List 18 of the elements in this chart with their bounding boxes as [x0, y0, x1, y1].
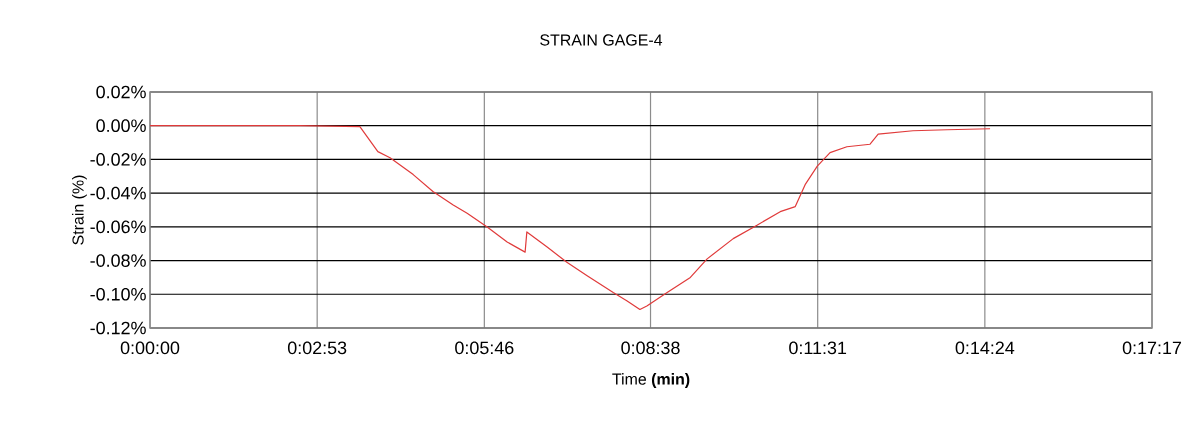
- y-tick-label: -0.10%: [90, 287, 146, 301]
- x-tick-label: 0:14:24: [955, 341, 1015, 355]
- y-tick-label: -0.08%: [90, 254, 146, 267]
- x-tick-label: 0:00:00: [120, 341, 180, 355]
- y-tick-label: -0.02%: [90, 153, 146, 166]
- y-tick-label: 0.00%: [96, 119, 146, 133]
- x-tick-label: 0:17:17: [1122, 341, 1182, 355]
- y-axis-title: Strain (%): [71, 175, 87, 245]
- y-tick-label: -0.12%: [90, 321, 146, 335]
- chart-title: STRAIN GAGE-4: [540, 34, 663, 46]
- x-tick-label: 0:08:38: [621, 341, 680, 355]
- x-axis-title: Time (min): [612, 373, 690, 388]
- x-tick-label: 0:05:46: [455, 341, 514, 355]
- y-tick-label: -0.06%: [90, 220, 146, 234]
- x-tick-label: 0:11:31: [789, 341, 847, 355]
- x-tick-label: 0:02:53: [287, 341, 347, 355]
- y-tick-label: -0.04%: [90, 186, 146, 200]
- y-tick-label: 0.02%: [96, 85, 146, 99]
